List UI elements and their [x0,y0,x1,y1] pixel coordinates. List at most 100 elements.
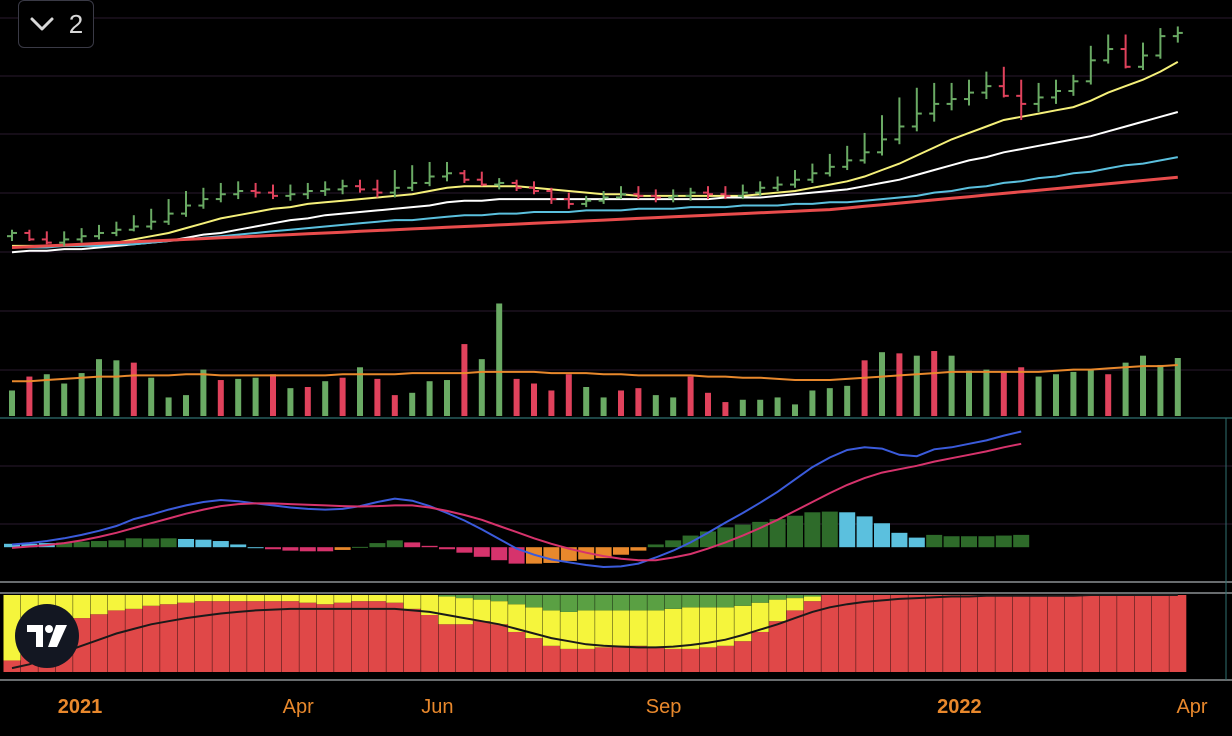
composition-yellow [716,607,734,646]
composition-yellow [647,610,665,648]
composition-red [455,624,473,672]
volume-bar [809,390,816,416]
volume-ma-line [12,364,1178,383]
volume-bar [1140,355,1146,416]
composition-yellow [316,595,334,605]
price-bar [581,195,592,208]
composition-red [1134,595,1152,672]
moving-averages [11,61,1179,254]
x-tick-label: Apr [1176,696,1208,718]
composition-red [873,595,891,672]
composition-yellow [160,595,178,605]
composition-bar [455,595,473,672]
macd-histogram-bar [961,536,977,548]
composition-red [281,601,299,672]
composition-red [351,601,369,672]
macd-histogram-bar [230,544,247,548]
composition-yellow [455,598,473,625]
macd-histogram-bar [178,538,194,548]
composition-bar [125,595,143,672]
macd-histogram-bar [369,543,386,548]
macd-histogram-bar [334,547,351,550]
macd-histogram-bar [195,539,212,548]
price-bar [146,208,157,230]
composition-bar [734,595,752,672]
macd-histogram-bar [265,547,281,550]
composition-bar [368,595,386,672]
macd-histogram-bar [630,547,647,551]
composition-yellow [508,604,526,632]
composition-bar [1012,595,1030,672]
price-bar [181,191,191,217]
composition-bar [629,595,647,672]
volume-bar [357,367,363,416]
composition-red [334,602,352,672]
volume-bar [1174,358,1181,416]
volume-bars [9,303,1181,416]
macd-histogram-bar [804,512,821,548]
composition-bar [560,595,578,672]
composition-yellow [803,596,821,602]
price-bar [407,165,418,192]
composition-green [629,595,647,611]
macd-histogram-bar [995,535,1012,548]
composition-red [194,601,212,672]
volume-bar [966,370,972,416]
price-bar [372,179,383,198]
macd-histogram-bar [21,543,38,548]
composition-bar [612,595,630,672]
composition-green [455,595,473,599]
macd-histogram-bar [212,541,229,548]
composition-bar [1082,595,1100,672]
volume-bar [983,369,990,416]
volume-bar [322,381,329,416]
composition-red [1047,595,1065,672]
volume-bar [426,381,433,416]
price-bar [389,170,400,198]
price-bar [24,229,35,242]
price-bar [563,192,574,209]
composition-red [473,621,491,672]
volume-bar [270,374,276,416]
price-bar [163,199,174,225]
volume-bar [635,388,642,416]
composition-red [299,602,317,672]
macd-histogram-bar [386,540,403,548]
price-bars [7,26,1183,246]
grid-lines [0,17,1232,525]
composition-yellow [299,595,317,603]
composition-yellow [229,595,247,602]
composition-bar [212,595,230,672]
composition-red [1012,595,1030,672]
macd-histogram-bar [891,532,908,548]
composition-red [525,638,543,672]
signal-line [11,442,1022,562]
composition-bar [160,595,178,672]
composition-bar [908,595,926,672]
composition-bar [1151,595,1169,672]
composition-red [751,631,769,672]
composition-red [699,647,717,672]
composition-bar [490,595,508,672]
composition-bar [595,595,613,672]
composition-red [769,621,787,672]
price-bar [128,215,139,232]
price-bar [1103,34,1114,64]
composition-bar [769,595,787,672]
volume-bar [722,402,729,416]
price-bar [268,184,278,200]
collapse-panels-button[interactable]: 2 [18,0,94,48]
composition-red [977,595,995,672]
composition-bar [664,595,682,672]
composition-green [577,595,595,611]
price-bar [1155,28,1166,59]
tradingview-logo[interactable] [15,604,79,668]
composition-red [107,610,125,672]
composition-yellow [90,595,108,615]
price-bar [894,97,905,145]
composition-red [421,615,439,672]
price-bar [877,115,887,156]
volume-bar [583,387,590,416]
macd-histogram-bar [352,546,368,548]
